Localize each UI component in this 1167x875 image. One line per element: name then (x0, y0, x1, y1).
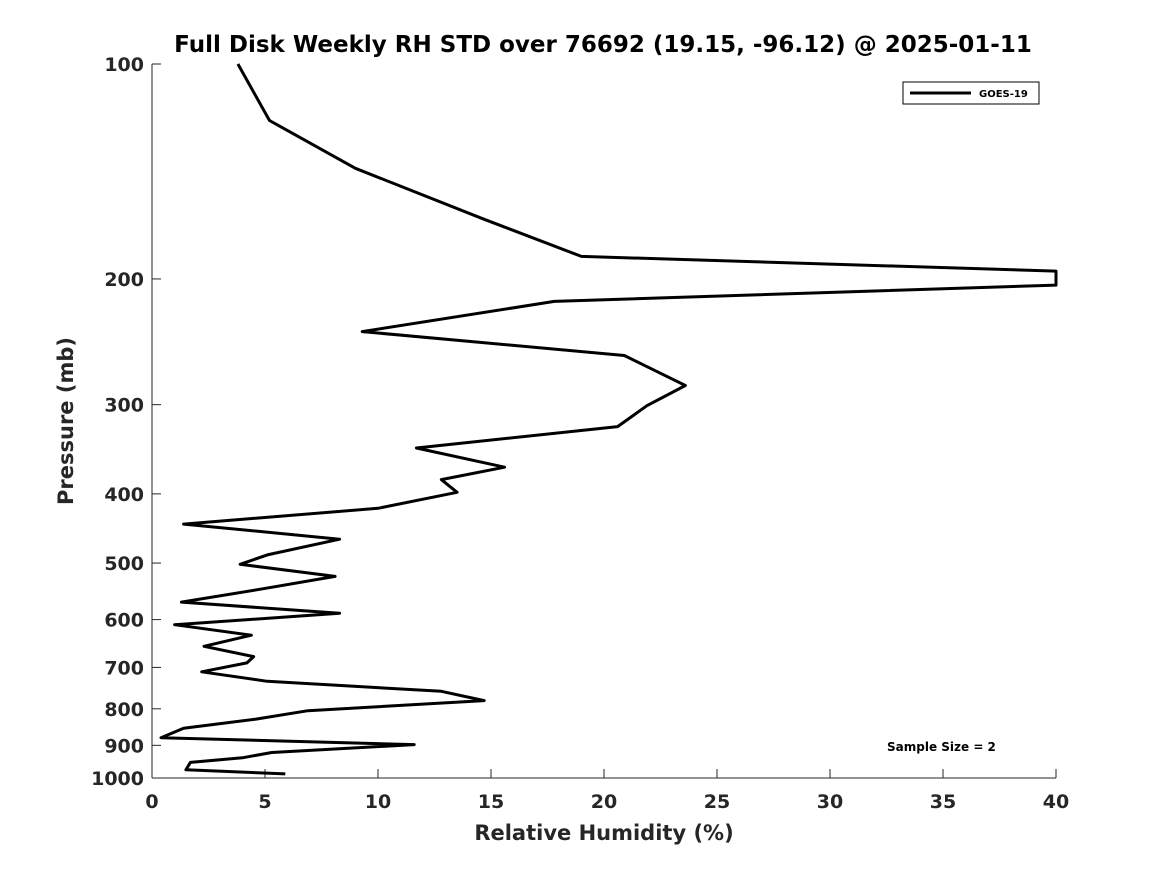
legend-entry-goes-19: GOES-19 (979, 89, 1028, 100)
x-axis-label: Relative Humidity (%) (474, 821, 733, 845)
y-tick-label-900: 900 (104, 735, 144, 757)
y-tick-label-100: 100 (104, 54, 144, 76)
x-tick-label-10: 10 (365, 791, 391, 813)
sample-size-annotation: Sample Size = 2 (887, 740, 996, 754)
y-tick-label-400: 400 (104, 484, 144, 506)
y-tick-label-800: 800 (104, 699, 144, 721)
legend: GOES-19 (902, 81, 1040, 105)
y-tick-label-1000: 1000 (91, 768, 144, 790)
chart-title: Full Disk Weekly RH STD over 76692 (19.1… (174, 32, 1032, 58)
y-tick-label-500: 500 (104, 553, 144, 575)
y-tick-label-700: 700 (104, 657, 144, 679)
x-tick-label-30: 30 (817, 791, 843, 813)
y-tick-label-600: 600 (104, 610, 144, 632)
x-tick-label-15: 15 (478, 791, 504, 813)
x-tick-label-25: 25 (704, 791, 730, 813)
x-tick-label-5: 5 (258, 791, 271, 813)
y-tick-label-200: 200 (104, 269, 144, 291)
series-line-goes-19 (159, 63, 1058, 776)
y-tick-label-300: 300 (104, 395, 144, 417)
plot-area: 0 5 10 15 20 25 30 35 40 100 200 300 400 500 600 700 800… (91, 54, 1069, 813)
x-tick-label-20: 20 (591, 791, 617, 813)
x-tick-label-0: 0 (145, 791, 158, 813)
x-tick-label-40: 40 (1043, 791, 1069, 813)
x-tick-label-35: 35 (930, 791, 956, 813)
y-axis-label: Pressure (mb) (54, 337, 78, 505)
